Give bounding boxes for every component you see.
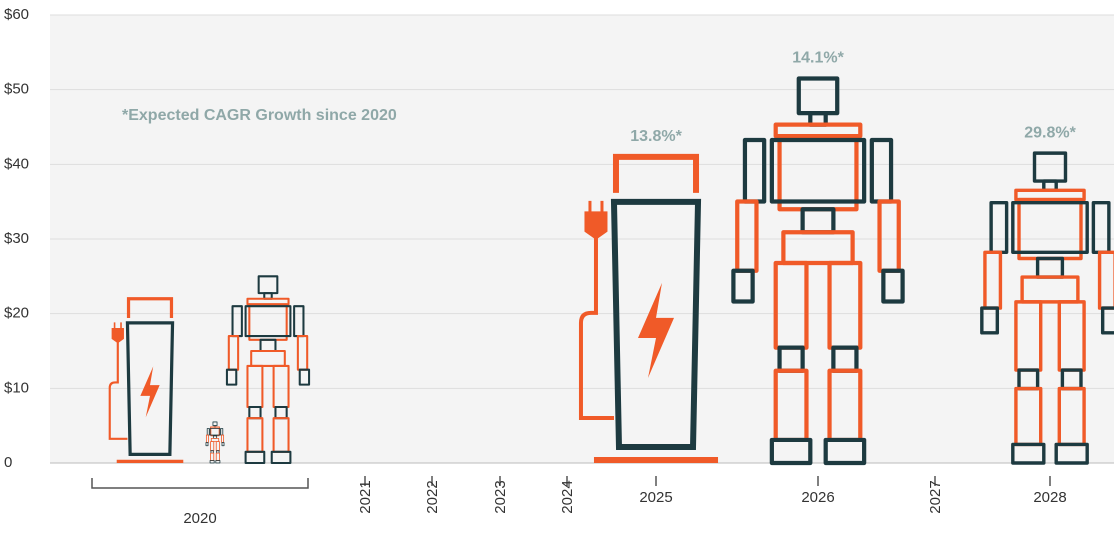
battery-bolt — [637, 282, 675, 378]
robot-part — [983, 250, 1003, 310]
robot-part — [796, 76, 840, 116]
robot — [731, 76, 905, 466]
robot-part — [209, 428, 221, 436]
x-tick-label: 2028 — [1033, 489, 1066, 506]
robot-part — [1011, 442, 1046, 465]
robot-part — [827, 260, 863, 350]
robot-part — [1057, 300, 1086, 372]
robot-part — [989, 201, 1009, 254]
y-tick-label: $40 — [4, 155, 29, 172]
y-tick-label: $10 — [4, 379, 29, 396]
note: *Expected CAGR Growth since 2020 — [122, 107, 397, 124]
x-tick-label: 2024 — [559, 480, 576, 513]
battery-part — [612, 153, 700, 193]
battery-part — [108, 342, 128, 440]
annotation: 14.1%* — [792, 50, 844, 67]
robot-part — [773, 260, 809, 350]
robot-part — [1014, 188, 1086, 202]
battery-part — [126, 297, 174, 319]
robot-part — [210, 427, 220, 437]
robot-part — [1017, 197, 1083, 261]
battery-plug — [111, 322, 124, 344]
robot-part — [1014, 300, 1043, 372]
robot-part — [1097, 250, 1114, 310]
annotation: 29.8%* — [1024, 124, 1076, 141]
y-tick-label: $60 — [4, 6, 29, 23]
robot-part — [1054, 442, 1089, 465]
battery-part — [610, 198, 702, 450]
robot-part — [272, 364, 290, 409]
x-tick-label: 2025 — [639, 489, 672, 506]
robot-part — [244, 450, 266, 465]
robot-part — [270, 450, 292, 465]
battery — [108, 297, 184, 463]
robot-part — [823, 437, 867, 466]
robot-shape — [205, 421, 225, 464]
robot-part — [980, 306, 1000, 335]
robot-part — [205, 442, 209, 447]
robot-part — [735, 199, 759, 273]
robot-part — [205, 434, 209, 443]
x-tick-label: 2026 — [801, 489, 834, 506]
robot-part — [298, 368, 311, 386]
y-tick-label: $50 — [4, 81, 29, 98]
robot-part — [1032, 151, 1068, 183]
x-tick-label: 2022 — [424, 480, 441, 513]
robot — [225, 275, 311, 465]
robot — [205, 421, 225, 464]
x-tick-label: 2027 — [927, 480, 944, 513]
robot-part — [248, 303, 288, 341]
robot-part — [225, 368, 238, 386]
robot-part — [246, 364, 264, 409]
x-tick-label: 2020 — [183, 510, 216, 527]
robot — [980, 151, 1114, 465]
y-tick-label: $20 — [4, 305, 29, 322]
robot-part — [244, 305, 292, 338]
battery-plug — [584, 200, 608, 240]
robot-part — [227, 335, 240, 371]
robot-part — [731, 268, 755, 304]
robot-part — [210, 426, 220, 429]
battery — [578, 153, 719, 463]
y-tick-label: $30 — [4, 230, 29, 247]
robot-part — [206, 428, 210, 436]
battery-part — [578, 237, 614, 420]
robot-part — [231, 305, 243, 338]
battery-shape — [108, 297, 184, 463]
robot-part — [769, 437, 813, 466]
category-bracket — [91, 478, 309, 489]
battery-shape — [578, 153, 719, 463]
y-tick-label: 0 — [4, 454, 12, 471]
robot-shape — [980, 151, 1114, 465]
robot-part — [1100, 306, 1114, 335]
robot-part — [210, 441, 215, 452]
robot-part — [773, 122, 863, 139]
robot-part — [209, 460, 215, 464]
robot-part — [221, 442, 225, 447]
annotation: 13.8%* — [630, 128, 682, 145]
robot-part — [769, 137, 867, 204]
robot-part — [777, 134, 859, 212]
robot-part — [257, 275, 279, 295]
battery-bolt — [140, 366, 160, 418]
robot-part — [246, 297, 290, 306]
robot-part — [881, 268, 905, 304]
x-tick-label: 2021 — [357, 480, 374, 513]
robot-shape — [225, 275, 311, 465]
robot-part — [215, 460, 221, 464]
battery-part — [125, 321, 175, 457]
robot-part — [212, 421, 218, 427]
robot-part — [215, 441, 220, 452]
robot-shape — [731, 76, 905, 466]
robot-part — [1011, 201, 1089, 254]
x-tick-label: 2023 — [492, 480, 509, 513]
robot-part — [742, 137, 767, 204]
